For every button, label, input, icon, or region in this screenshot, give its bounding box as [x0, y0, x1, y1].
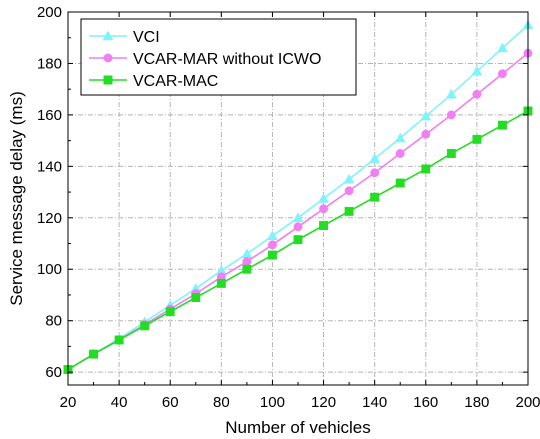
x-tick-label: 40	[111, 394, 128, 411]
data-point	[165, 307, 175, 317]
data-point	[318, 192, 329, 203]
data-point	[114, 335, 124, 345]
data-point	[319, 221, 329, 230]
series-line	[67, 52, 529, 371]
ticks: 20 40 60 80 100 120 140 160 180 200 60 80 100 120 140 1…	[37, 4, 540, 411]
data-point	[267, 230, 278, 241]
x-tick-label: 200	[515, 394, 540, 411]
data-point	[241, 248, 253, 259]
x-tick-label: 160	[413, 394, 438, 411]
data-point	[216, 278, 226, 288]
data-point	[319, 204, 329, 214]
data-point	[267, 250, 277, 260]
data-point	[472, 134, 482, 144]
data-point	[344, 206, 354, 216]
data-point	[140, 321, 150, 331]
data-point	[497, 120, 507, 130]
data-point	[421, 164, 431, 174]
legend: VCI VCAR-MAR without ICWO VCAR-MAC	[80, 18, 357, 96]
data-point	[420, 110, 432, 121]
legend-box	[80, 18, 357, 96]
data-point	[293, 235, 303, 245]
y-axis-title: Service message delay (ms)	[7, 91, 26, 305]
data-point	[497, 69, 507, 79]
x-tick-label: 60	[162, 394, 179, 411]
legend-item: VCI	[89, 29, 160, 46]
legend-label: VCAR-MAC	[133, 73, 218, 90]
data-point	[267, 240, 277, 250]
legend-marker	[103, 53, 113, 63]
y-tick-label: 160	[37, 107, 62, 124]
data-point	[471, 65, 483, 76]
data-point	[293, 222, 303, 232]
x-tick-label: 180	[464, 394, 489, 411]
data-point	[369, 153, 381, 163]
y-tick-label: 100	[37, 261, 62, 278]
y-tick-label: 180	[37, 55, 62, 72]
x-tick-label: 120	[311, 394, 336, 411]
data-point	[394, 132, 406, 143]
data-point	[191, 293, 201, 302]
data-point	[445, 88, 457, 99]
data-point	[370, 192, 380, 202]
series-vcar-mar-without-icwo	[63, 48, 533, 375]
data-point	[446, 110, 456, 120]
series-vcar-mac	[63, 106, 533, 375]
y-tick-label: 60	[45, 364, 62, 381]
legend-label: VCI	[133, 29, 160, 46]
y-tick-label: 80	[45, 313, 62, 330]
legend-marker	[102, 30, 114, 41]
data-point	[344, 186, 354, 196]
x-axis-title: Number of vehicles	[225, 418, 371, 437]
data-point	[89, 349, 99, 359]
x-tick-label: 100	[260, 394, 285, 411]
data-point	[395, 149, 405, 158]
legend-item: VCAR-MAC	[89, 73, 218, 90]
legend-label: VCAR-MAR without ICWO	[133, 51, 321, 68]
y-tick-label: 140	[37, 158, 62, 175]
data-point	[370, 168, 380, 178]
data-point	[446, 149, 456, 158]
data-point	[292, 212, 304, 223]
x-tick-label: 20	[60, 394, 77, 411]
data-point	[343, 173, 355, 184]
legend-marker	[103, 75, 113, 85]
x-tick-label: 80	[213, 394, 230, 411]
data-point	[242, 257, 252, 266]
data-point	[395, 178, 405, 188]
x-tick-label: 140	[362, 394, 387, 411]
data-point	[242, 264, 252, 274]
y-tick-label: 120	[37, 210, 62, 227]
legend-item: VCAR-MAR without ICWO	[89, 51, 321, 68]
y-tick-label: 200	[37, 4, 62, 21]
data-point	[472, 89, 482, 99]
data-point	[497, 42, 508, 53]
data-point	[421, 129, 431, 139]
